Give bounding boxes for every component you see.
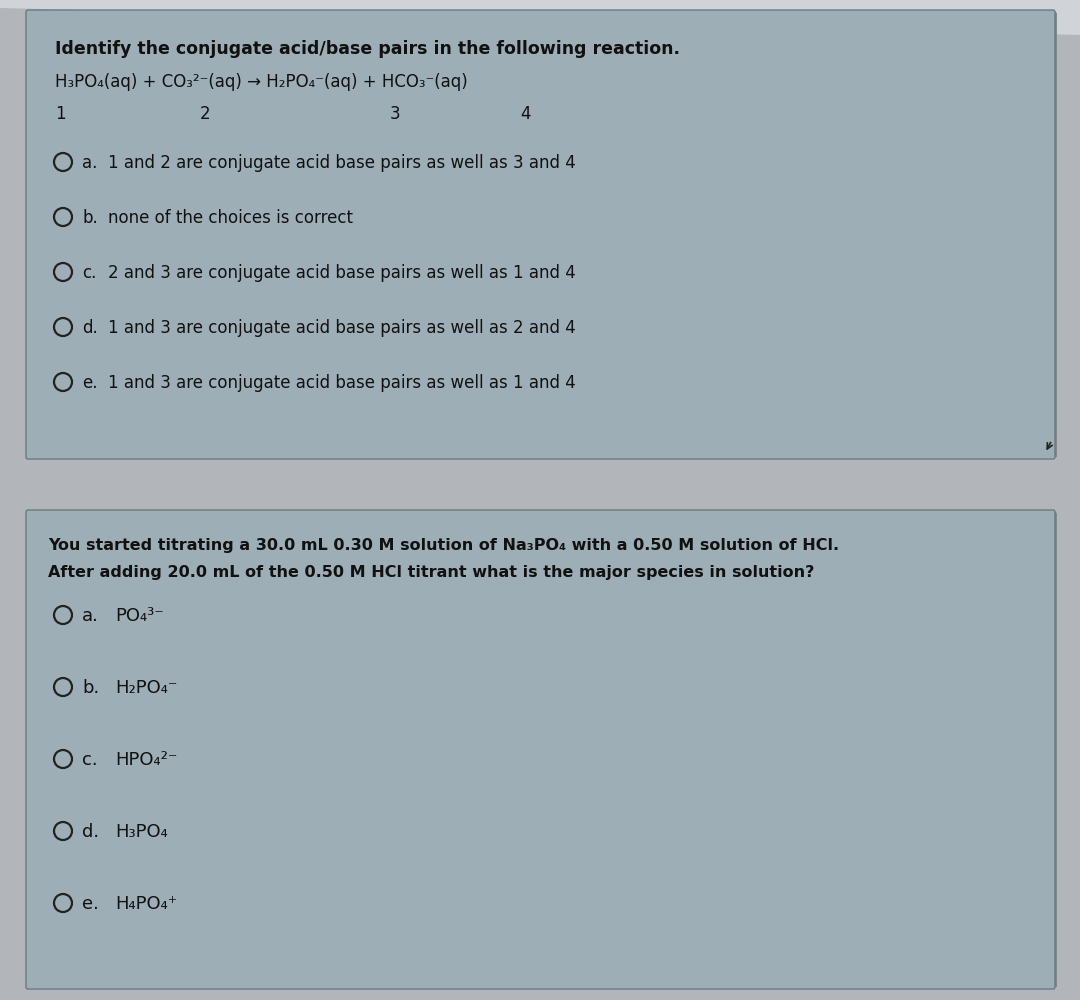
Text: 4: 4 bbox=[519, 105, 530, 123]
Text: c.: c. bbox=[82, 751, 97, 769]
FancyBboxPatch shape bbox=[28, 12, 1057, 461]
Bar bbox=[0, 987, 1080, 1000]
Text: d.: d. bbox=[82, 319, 98, 337]
Text: HPO₄²⁻: HPO₄²⁻ bbox=[114, 751, 177, 769]
Text: 1: 1 bbox=[55, 105, 66, 123]
Polygon shape bbox=[0, 0, 1080, 35]
Text: b.: b. bbox=[82, 209, 98, 227]
Text: none of the choices is correct: none of the choices is correct bbox=[108, 209, 353, 227]
Text: H₃PO₄: H₃PO₄ bbox=[114, 823, 167, 841]
Text: 3: 3 bbox=[390, 105, 401, 123]
Text: H₄PO₄⁺: H₄PO₄⁺ bbox=[114, 895, 177, 913]
Text: H₃PO₄(aq) + CO₃²⁻(aq) → H₂PO₄⁻(aq) + HCO₃⁻(aq): H₃PO₄(aq) + CO₃²⁻(aq) → H₂PO₄⁻(aq) + HCO… bbox=[55, 73, 468, 91]
Text: 1 and 3 are conjugate acid base pairs as well as 2 and 4: 1 and 3 are conjugate acid base pairs as… bbox=[108, 319, 576, 337]
FancyBboxPatch shape bbox=[28, 512, 1057, 991]
Text: e.: e. bbox=[82, 374, 97, 392]
Text: 1 and 3 are conjugate acid base pairs as well as 1 and 4: 1 and 3 are conjugate acid base pairs as… bbox=[108, 374, 576, 392]
Text: After adding 20.0 mL of the 0.50 M HCl titrant what is the major species in solu: After adding 20.0 mL of the 0.50 M HCl t… bbox=[48, 565, 814, 580]
Text: 2 and 3 are conjugate acid base pairs as well as 1 and 4: 2 and 3 are conjugate acid base pairs as… bbox=[108, 264, 576, 282]
Bar bbox=[0, 457, 1080, 512]
Text: 1 and 2 are conjugate acid base pairs as well as 3 and 4: 1 and 2 are conjugate acid base pairs as… bbox=[108, 154, 576, 172]
FancyBboxPatch shape bbox=[26, 510, 1055, 989]
Text: Identify the conjugate acid/base pairs in the following reaction.: Identify the conjugate acid/base pairs i… bbox=[55, 40, 680, 58]
Text: b.: b. bbox=[82, 679, 99, 697]
Text: a.: a. bbox=[82, 607, 99, 625]
Text: H₂PO₄⁻: H₂PO₄⁻ bbox=[114, 679, 177, 697]
Text: 2: 2 bbox=[200, 105, 211, 123]
Text: e.: e. bbox=[82, 895, 99, 913]
Text: You started titrating a 30.0 mL 0.30 M solution of Na₃PO₄ with a 0.50 M solution: You started titrating a 30.0 mL 0.30 M s… bbox=[48, 538, 839, 553]
Text: a.: a. bbox=[82, 154, 97, 172]
Text: PO₄³⁻: PO₄³⁻ bbox=[114, 607, 164, 625]
Text: c.: c. bbox=[82, 264, 96, 282]
FancyBboxPatch shape bbox=[26, 10, 1055, 459]
Text: d.: d. bbox=[82, 823, 99, 841]
